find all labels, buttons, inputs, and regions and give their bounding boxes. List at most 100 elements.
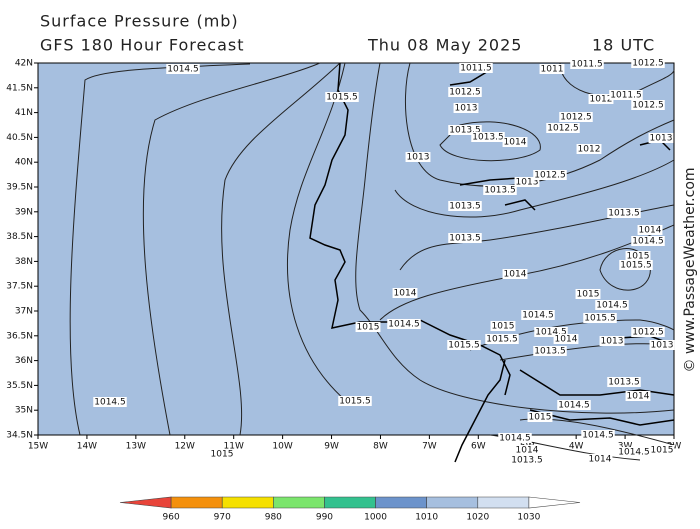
isobar-label-box bbox=[625, 251, 651, 261]
isobar-label: 1012 bbox=[588, 94, 614, 105]
lat-label: 41N bbox=[15, 108, 33, 118]
isobar-label-text: 1015 bbox=[651, 446, 674, 456]
isobar-label-box bbox=[447, 340, 481, 350]
isobar-label: 1013.5 bbox=[533, 346, 567, 357]
isobar-label-box bbox=[599, 336, 625, 346]
isobar-label-text: 1013 bbox=[601, 337, 624, 347]
isobar-label: 1015.5 bbox=[447, 340, 481, 351]
isobar-label-text: 1013 bbox=[455, 104, 478, 114]
isobar-label-box bbox=[485, 334, 519, 344]
isobar-label-box bbox=[637, 225, 663, 235]
isobar-label-box bbox=[448, 201, 482, 211]
isobar-label-text: 1012.5 bbox=[547, 124, 579, 134]
isobar-label-text: 1014.5 bbox=[558, 401, 590, 411]
colorbar-label: 960 bbox=[163, 513, 180, 523]
lat-label: 38.5N bbox=[6, 232, 33, 242]
isobar-label: 1015 bbox=[490, 321, 516, 332]
isobar-label-text: 1014 bbox=[627, 392, 650, 402]
isobar-label-box bbox=[581, 430, 615, 440]
isobar-label-box bbox=[553, 334, 579, 344]
isobar-label-box bbox=[607, 208, 641, 218]
isobar-label-box bbox=[498, 433, 532, 443]
isobar-label-text: 1012.5 bbox=[632, 328, 664, 338]
isobar-label-box bbox=[355, 322, 381, 332]
isobar-label-box bbox=[576, 144, 602, 154]
isobar-label-box bbox=[483, 185, 517, 195]
isobar-label-box bbox=[648, 133, 674, 143]
isobar-label: 1013.5 bbox=[483, 185, 517, 196]
isobar-label: 1015 bbox=[649, 445, 675, 456]
isobar-label-box bbox=[521, 310, 555, 320]
isobar-label-text: 1013.5 bbox=[511, 456, 543, 466]
isobar-label: 1013.5 bbox=[510, 455, 544, 466]
isobar-label-text: 1011.5 bbox=[610, 91, 642, 101]
isobar-label-text: 1014.5 bbox=[582, 431, 614, 441]
isobar-label-box bbox=[325, 92, 359, 102]
isobar-label: 1013 bbox=[599, 336, 625, 347]
isobar-label: 1014 bbox=[392, 288, 418, 299]
isobar-label-box bbox=[533, 346, 567, 356]
isobar-label-box bbox=[502, 137, 528, 147]
isobar-label: 1011.5 bbox=[459, 63, 493, 74]
isobar-label: 1014 bbox=[637, 225, 663, 236]
isobar-label-text: 1012 bbox=[578, 145, 601, 155]
lon-label: 9W bbox=[324, 442, 339, 452]
isobar-label: 1014.5 bbox=[595, 300, 629, 311]
isobar-label-text: 1014.5 bbox=[632, 237, 664, 247]
isobar-label: 1015.5 bbox=[325, 92, 359, 103]
isobar-label-text: 1012.5 bbox=[632, 59, 664, 69]
isobar-label: 1014.5 bbox=[93, 397, 127, 408]
isobar-label-box bbox=[448, 125, 482, 135]
title: Surface Pressure (mb) bbox=[40, 12, 239, 31]
lat-label: 39N bbox=[15, 207, 33, 217]
colorbar-segment bbox=[528, 496, 581, 509]
isobar-label-box bbox=[209, 449, 235, 459]
isobar-label: 1015 bbox=[527, 412, 553, 423]
isobar-label-box bbox=[338, 396, 372, 406]
lon-label: 11W bbox=[224, 442, 244, 452]
isobar-label-box bbox=[546, 123, 580, 133]
isobar-label-text: 1014 bbox=[516, 446, 539, 456]
isobar-label: 1014 bbox=[587, 454, 613, 465]
isobar-label-text: 1011 bbox=[541, 65, 564, 75]
isobar-label-box bbox=[502, 269, 528, 279]
colorbar-segment bbox=[170, 496, 223, 509]
colorbar-segment bbox=[477, 496, 530, 509]
isobar-label: 1014 bbox=[625, 391, 651, 402]
lat-label: 37.5N bbox=[6, 282, 33, 292]
isobar-label-text: 1012 bbox=[590, 95, 613, 105]
isobar-label-text: 1015.5 bbox=[339, 397, 371, 407]
isobar-label-text: 1013.5 bbox=[449, 126, 481, 136]
isobar-label-box bbox=[649, 340, 675, 350]
isobar-label: 1015.5 bbox=[619, 260, 653, 271]
isobar-label-box bbox=[631, 100, 665, 110]
isobar-label: 1015.5 bbox=[583, 313, 617, 324]
isobar-label-box bbox=[534, 327, 568, 337]
lat-label: 35N bbox=[15, 406, 33, 416]
isobar-label-box bbox=[631, 236, 665, 246]
colorbar-segment bbox=[324, 496, 376, 509]
isobar-label: 1013.5 bbox=[607, 208, 641, 219]
isobar-label: 1014.5 bbox=[581, 430, 615, 441]
isobar-label-box bbox=[490, 321, 516, 331]
isobar-label-box bbox=[166, 64, 200, 74]
isobar-label-text: 1014 bbox=[394, 289, 417, 299]
isobar-label-text: 1015 bbox=[577, 290, 600, 300]
colorbar-segment bbox=[375, 496, 427, 509]
isobar-label-box bbox=[617, 447, 651, 457]
isobar-label-box bbox=[595, 300, 629, 310]
isobar-label: 1014.5 bbox=[617, 447, 651, 458]
isobar-label: 1014 bbox=[502, 137, 528, 148]
isobar-label: 1015.5 bbox=[338, 396, 372, 407]
lat-label: 42N bbox=[15, 59, 33, 69]
colorbar-segment bbox=[221, 496, 274, 509]
lat-label: 36N bbox=[15, 356, 33, 366]
lon-label: 3W bbox=[618, 442, 633, 452]
isobar-label-text: 1013 bbox=[516, 178, 539, 188]
isobar-label: 1013 bbox=[405, 152, 431, 163]
isobar-label-text: 1014.5 bbox=[535, 328, 567, 338]
isobar-label: 1012.5 bbox=[546, 123, 580, 134]
isobar-label-text: 1014.5 bbox=[167, 65, 199, 75]
isobar-label: 1012.5 bbox=[631, 100, 665, 111]
